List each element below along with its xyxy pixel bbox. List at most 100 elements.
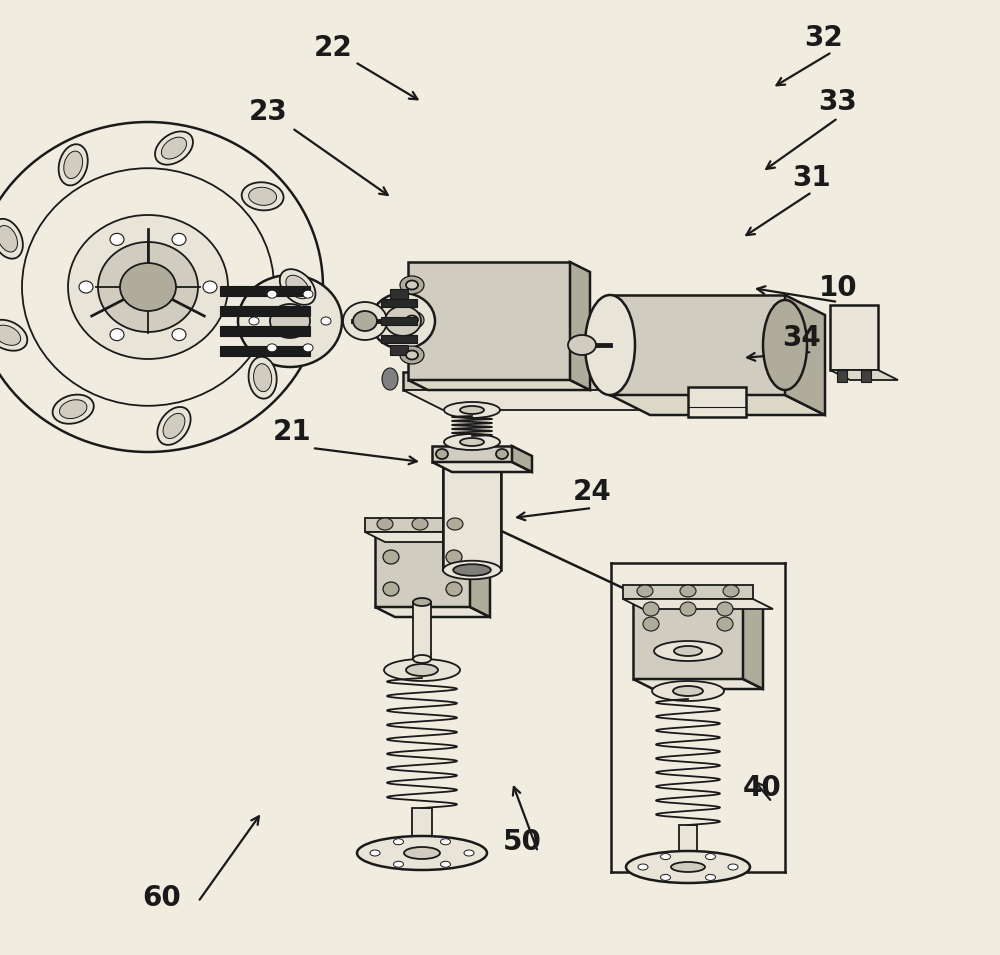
Polygon shape xyxy=(470,532,490,617)
Ellipse shape xyxy=(406,664,438,676)
Polygon shape xyxy=(610,295,785,395)
Text: 22: 22 xyxy=(314,34,352,62)
Ellipse shape xyxy=(706,875,716,881)
Ellipse shape xyxy=(568,335,596,355)
Polygon shape xyxy=(381,299,417,307)
Ellipse shape xyxy=(383,550,399,564)
Ellipse shape xyxy=(68,215,228,359)
Ellipse shape xyxy=(413,655,431,663)
Ellipse shape xyxy=(270,304,310,338)
Ellipse shape xyxy=(440,838,450,845)
Polygon shape xyxy=(390,345,408,355)
Text: 34: 34 xyxy=(783,324,821,352)
Ellipse shape xyxy=(723,585,739,597)
Ellipse shape xyxy=(155,132,193,164)
Polygon shape xyxy=(375,607,490,617)
Ellipse shape xyxy=(394,861,404,867)
Text: 32: 32 xyxy=(805,24,843,52)
Polygon shape xyxy=(390,289,408,299)
Polygon shape xyxy=(830,305,878,370)
Ellipse shape xyxy=(161,138,187,159)
Ellipse shape xyxy=(0,225,17,252)
Polygon shape xyxy=(610,395,825,415)
Ellipse shape xyxy=(447,518,463,530)
Ellipse shape xyxy=(0,219,23,259)
Polygon shape xyxy=(623,599,773,609)
Ellipse shape xyxy=(59,144,88,185)
Ellipse shape xyxy=(110,233,124,245)
Ellipse shape xyxy=(400,276,424,294)
Ellipse shape xyxy=(406,281,418,289)
Polygon shape xyxy=(512,446,532,472)
Ellipse shape xyxy=(443,453,501,471)
Text: 21: 21 xyxy=(273,418,311,446)
Text: 31: 31 xyxy=(793,164,831,192)
Polygon shape xyxy=(432,462,532,472)
Ellipse shape xyxy=(385,306,421,336)
Ellipse shape xyxy=(172,329,186,341)
Ellipse shape xyxy=(321,317,331,325)
Polygon shape xyxy=(403,372,618,390)
Polygon shape xyxy=(623,585,753,599)
Ellipse shape xyxy=(110,329,124,341)
Polygon shape xyxy=(837,370,847,382)
Ellipse shape xyxy=(157,407,191,445)
Ellipse shape xyxy=(242,182,284,210)
Ellipse shape xyxy=(436,449,448,459)
Polygon shape xyxy=(432,446,512,462)
Polygon shape xyxy=(220,286,310,296)
Polygon shape xyxy=(861,370,871,382)
Ellipse shape xyxy=(446,582,462,596)
Ellipse shape xyxy=(79,281,93,293)
Ellipse shape xyxy=(446,550,462,564)
Ellipse shape xyxy=(406,315,418,325)
Polygon shape xyxy=(688,387,746,417)
Polygon shape xyxy=(220,326,310,336)
Ellipse shape xyxy=(643,602,659,616)
Ellipse shape xyxy=(0,325,21,346)
Ellipse shape xyxy=(377,518,393,530)
Ellipse shape xyxy=(267,344,277,351)
Ellipse shape xyxy=(280,269,315,305)
Ellipse shape xyxy=(254,364,272,392)
Polygon shape xyxy=(785,295,825,415)
Polygon shape xyxy=(743,599,763,689)
Ellipse shape xyxy=(400,346,424,364)
Ellipse shape xyxy=(717,617,733,631)
Ellipse shape xyxy=(460,406,484,414)
Polygon shape xyxy=(381,335,417,343)
Ellipse shape xyxy=(763,300,807,390)
Ellipse shape xyxy=(382,368,398,390)
Polygon shape xyxy=(220,306,310,316)
Ellipse shape xyxy=(303,290,313,298)
Ellipse shape xyxy=(249,317,259,325)
Text: 10: 10 xyxy=(819,274,857,302)
Ellipse shape xyxy=(357,836,487,870)
Ellipse shape xyxy=(400,311,424,329)
Ellipse shape xyxy=(286,275,309,299)
Ellipse shape xyxy=(673,686,703,696)
Ellipse shape xyxy=(680,602,696,616)
Text: 50: 50 xyxy=(503,828,541,856)
Polygon shape xyxy=(403,390,658,410)
Ellipse shape xyxy=(496,449,508,459)
Ellipse shape xyxy=(444,434,500,450)
Ellipse shape xyxy=(413,598,431,606)
Polygon shape xyxy=(443,462,501,570)
Polygon shape xyxy=(633,599,743,679)
Polygon shape xyxy=(390,317,408,327)
Polygon shape xyxy=(412,808,432,836)
Text: 23: 23 xyxy=(249,98,287,126)
Polygon shape xyxy=(375,532,470,607)
Ellipse shape xyxy=(394,838,404,845)
Ellipse shape xyxy=(203,281,217,293)
Ellipse shape xyxy=(585,295,635,395)
Polygon shape xyxy=(413,602,431,659)
Polygon shape xyxy=(570,262,590,390)
Polygon shape xyxy=(679,825,697,851)
Ellipse shape xyxy=(660,854,670,860)
Ellipse shape xyxy=(353,311,377,331)
Polygon shape xyxy=(381,317,417,325)
Ellipse shape xyxy=(453,564,491,576)
Ellipse shape xyxy=(440,861,450,867)
